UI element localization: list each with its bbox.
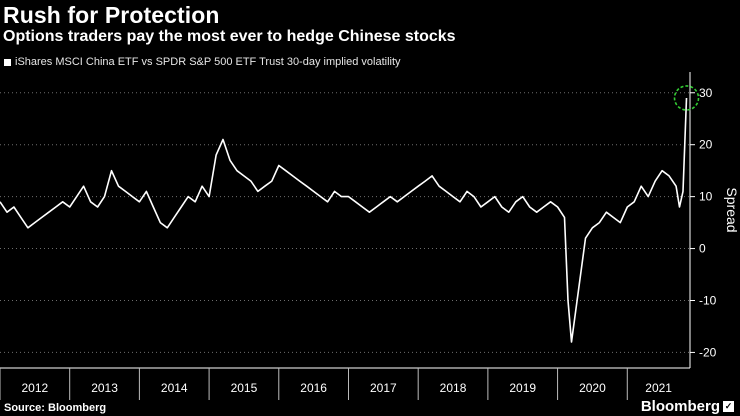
legend: iShares MSCI China ETF vs SPDR S&P 500 E… xyxy=(4,56,401,68)
x-tick-label: 2020 xyxy=(579,381,606,395)
x-tick-label: 2015 xyxy=(231,381,258,395)
brand-name: Bloomberg xyxy=(640,398,720,415)
chart-title: Rush for Protection xyxy=(3,2,220,28)
chart-subtitle: Options traders pay the most ever to hed… xyxy=(3,28,456,45)
source-note: Source: Bloomberg xyxy=(4,402,107,414)
y-tick-label: 20 xyxy=(699,138,713,152)
legend-label: iShares MSCI China ETF vs SPDR S&P 500 E… xyxy=(15,56,401,68)
x-tick-label: 2014 xyxy=(161,381,188,395)
y-tick-label: 10 xyxy=(699,190,713,204)
peak-highlight-circle xyxy=(673,85,700,111)
y-tick-label: 30 xyxy=(699,86,713,100)
x-tick-label: 2018 xyxy=(440,381,467,395)
x-tick-label: 2013 xyxy=(91,381,118,395)
bloomberg-mark-icon: ✓ xyxy=(723,401,734,412)
y-tick-label: -10 xyxy=(699,293,717,307)
x-tick-label: 2017 xyxy=(370,381,397,395)
x-tick-label: 2016 xyxy=(300,381,327,395)
x-tick-label: 2012 xyxy=(21,381,48,395)
bloomberg-logo: Bloomberg ✓ xyxy=(641,398,734,415)
y-tick-label: -20 xyxy=(699,345,717,359)
legend-swatch xyxy=(4,58,11,66)
series-line xyxy=(0,97,688,343)
x-tick-label: 2021 xyxy=(645,381,672,395)
y-tick-label: 0 xyxy=(699,242,706,256)
x-tick-label: 2019 xyxy=(509,381,536,395)
y-axis-label: Spread xyxy=(724,187,740,232)
